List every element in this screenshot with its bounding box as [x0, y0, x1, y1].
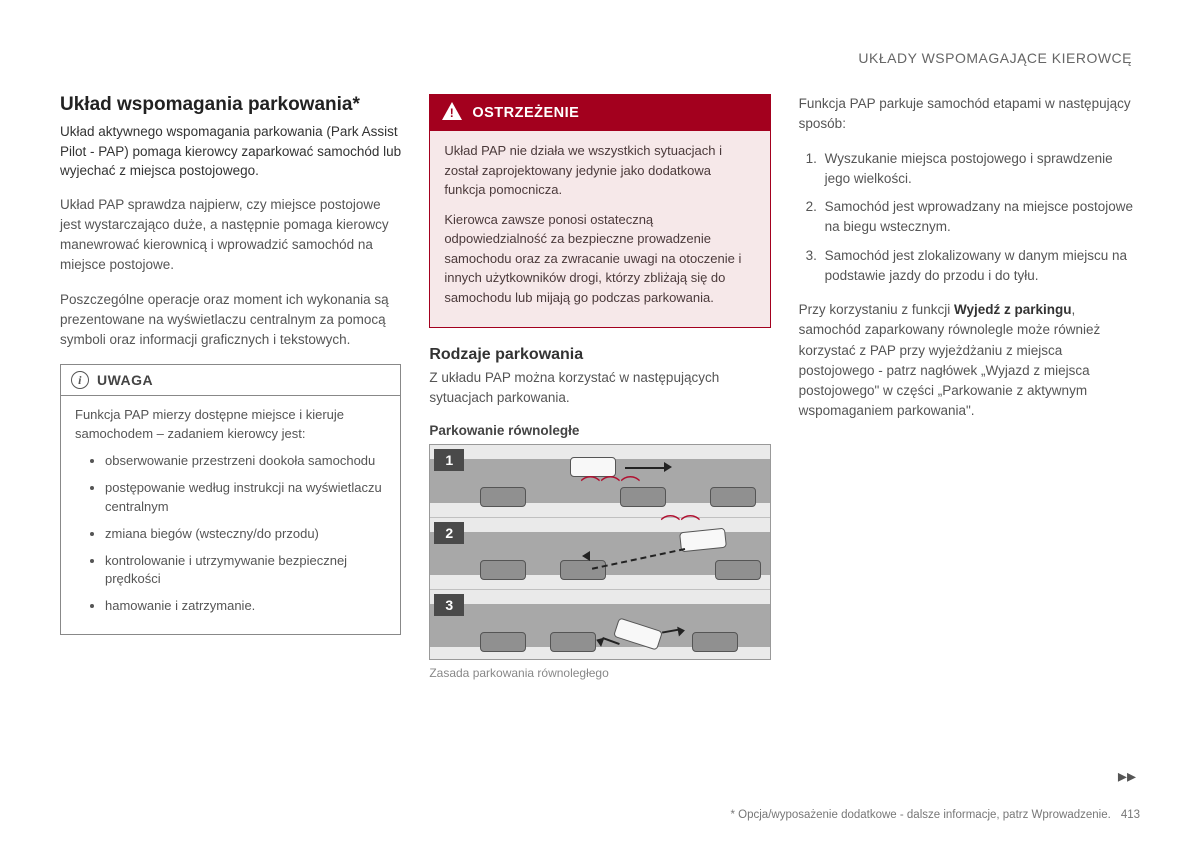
note-list: obserwowanie przestrzeni dookoła samocho…: [75, 452, 388, 616]
list-item: zmiana biegów (wsteczny/do przodu): [105, 525, 388, 544]
column-center: ! OSTRZEŻENIE Układ PAP nie działa we ws…: [429, 94, 770, 845]
step-badge: 2: [434, 522, 464, 544]
list-item: hamowanie i zatrzymanie.: [105, 597, 388, 616]
page-footer: * Opcja/wyposażenie dodatkowe - dalsze i…: [730, 809, 1140, 821]
paragraph: Funkcja PAP parkuje samochód etapami w n…: [799, 94, 1140, 135]
list-item: Samochód jest wprowadzany na miejsce pos…: [821, 197, 1140, 238]
note-label: UWAGA: [97, 372, 153, 388]
info-icon: i: [71, 371, 89, 389]
step-badge: 3: [434, 594, 464, 616]
column-right: Funkcja PAP parkuje samochód etapami w n…: [799, 94, 1140, 845]
paragraph: Poszczególne operacje oraz moment ich wy…: [60, 290, 401, 351]
note-header: i UWAGA: [61, 365, 400, 396]
warning-box: ! OSTRZEŻENIE Układ PAP nie działa we ws…: [429, 94, 770, 328]
diagram-step-2: 2 ⌒⌒: [430, 517, 769, 589]
diagram-step-3: 3: [430, 589, 769, 660]
warning-icon: !: [442, 102, 462, 124]
step-badge: 1: [434, 449, 464, 471]
page-number: 413: [1121, 809, 1140, 821]
warning-label: OSTRZEŻENIE: [472, 105, 579, 121]
warning-paragraph: Układ PAP nie działa we wszystkich sytua…: [444, 141, 755, 200]
lead-text: Układ aktywnego wspomagania parkowania (…: [60, 122, 401, 181]
bold-term: Wyjedź z parkingu: [954, 302, 1072, 317]
note-intro: Funkcja PAP mierzy dostępne miejsce i ki…: [75, 406, 388, 444]
diagram-step-1: 1 ⌒⌒⌒: [430, 445, 769, 517]
list-item: obserwowanie przestrzeni dookoła samocho…: [105, 452, 388, 471]
note-box: i UWAGA Funkcja PAP mierzy dostępne miej…: [60, 364, 401, 635]
list-item: Wyszukanie miejsca postojowego i sprawdz…: [821, 149, 1140, 190]
continued-icon: ▸▸: [1118, 766, 1136, 787]
paragraph: Układ PAP sprawdza najpierw, czy miejsce…: [60, 195, 401, 276]
paragraph: Przy korzystaniu z funkcji Wyjedź z park…: [799, 300, 1140, 422]
section-header: UKŁADY WSPOMAGAJĄCE KIEROWCĘ: [60, 50, 1140, 66]
subheading: Rodzaje parkowania: [429, 346, 770, 364]
warning-body: Układ PAP nie działa we wszystkich sytua…: [430, 131, 769, 327]
parking-diagram: 1 ⌒⌒⌒ 2 ⌒⌒: [429, 444, 770, 660]
column-left: Układ wspomagania parkowania* Układ akty…: [60, 94, 401, 845]
warning-header: ! OSTRZEŻENIE: [430, 95, 769, 131]
list-item: postępowanie według instrukcji na wyświe…: [105, 479, 388, 517]
subheading-small: Parkowanie równoległe: [429, 423, 770, 438]
numbered-list: Wyszukanie miejsca postojowego i sprawdz…: [799, 149, 1140, 287]
note-body: Funkcja PAP mierzy dostępne miejsce i ki…: [61, 396, 400, 634]
diagram-caption: Zasada parkowania równoległego: [429, 666, 770, 680]
paragraph: Z układu PAP można korzystać w następują…: [429, 368, 770, 409]
list-item: kontrolowanie i utrzymywanie bezpiecznej…: [105, 552, 388, 590]
list-item: Samochód jest zlokalizowany w danym miej…: [821, 246, 1140, 287]
warning-paragraph: Kierowca zawsze ponosi ostateczną odpowi…: [444, 210, 755, 308]
content-columns: Układ wspomagania parkowania* Układ akty…: [60, 94, 1140, 845]
svg-text:!: !: [450, 106, 455, 120]
footnote-text: * Opcja/wyposażenie dodatkowe - dalsze i…: [730, 809, 1110, 821]
main-title: Układ wspomagania parkowania*: [60, 94, 401, 116]
